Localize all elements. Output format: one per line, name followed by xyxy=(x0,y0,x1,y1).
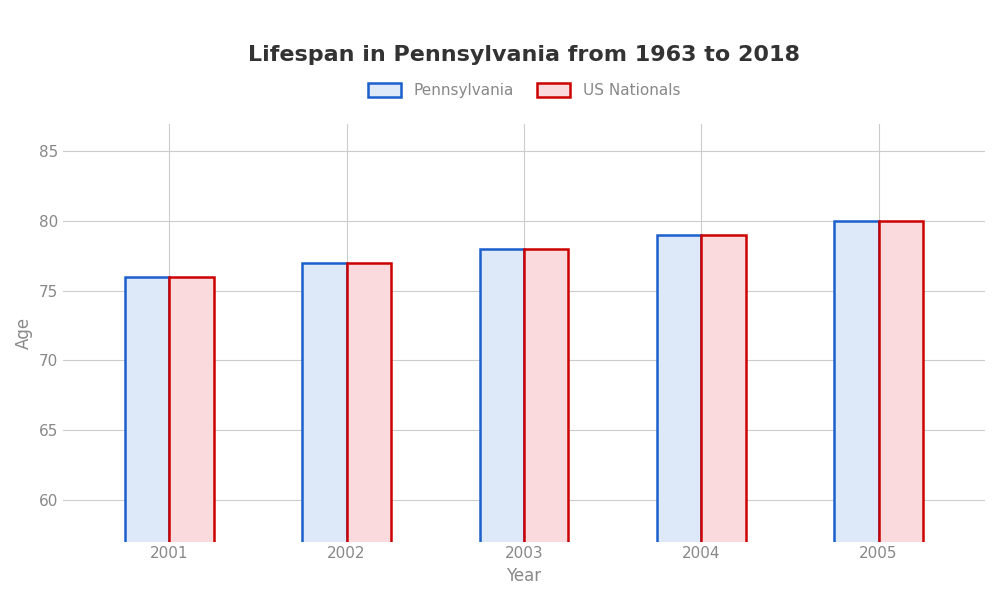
Bar xyxy=(701,235,746,600)
Bar xyxy=(125,277,169,600)
Bar xyxy=(879,221,923,600)
Bar xyxy=(480,249,524,600)
Y-axis label: Age: Age xyxy=(15,316,33,349)
Title: Lifespan in Pennsylvania from 1963 to 2018: Lifespan in Pennsylvania from 1963 to 20… xyxy=(248,45,800,65)
Bar xyxy=(834,221,879,600)
X-axis label: Year: Year xyxy=(506,567,541,585)
Bar xyxy=(302,263,347,600)
Bar xyxy=(657,235,701,600)
Bar xyxy=(169,277,214,600)
Bar xyxy=(347,263,391,600)
Bar xyxy=(524,249,568,600)
Legend: Pennsylvania, US Nationals: Pennsylvania, US Nationals xyxy=(362,77,686,104)
